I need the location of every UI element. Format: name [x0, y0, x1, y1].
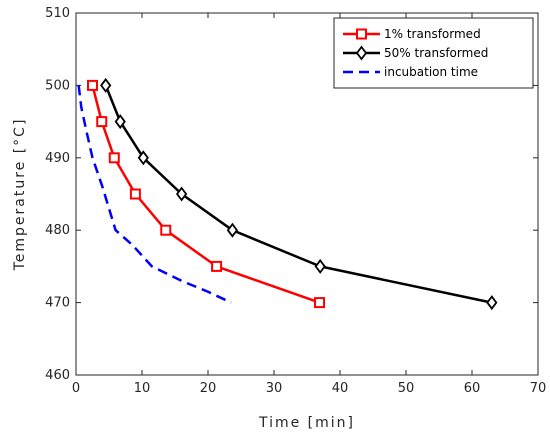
x-tick-label: 60: [464, 381, 481, 396]
legend-marker: [356, 28, 367, 40]
y-axis-label: Temperature [°C]: [12, 118, 28, 272]
data-point: [108, 152, 120, 164]
data-point: [100, 77, 112, 93]
series-line: [77, 85, 232, 304]
y-ticks: 460 470 480 490 500 510: [45, 6, 538, 383]
x-tick-label: 70: [530, 381, 547, 396]
data-point: [314, 297, 326, 309]
data-point: [160, 224, 172, 236]
y-tick-label: 510: [45, 6, 70, 21]
data-point: [137, 150, 149, 166]
series-1: [100, 77, 498, 311]
x-tick-label: 10: [134, 381, 151, 396]
y-tick-label: 460: [45, 368, 70, 383]
y-tick-label: 470: [45, 296, 70, 311]
series-2: [77, 85, 232, 304]
data-point: [314, 258, 326, 274]
data-point: [486, 295, 498, 311]
data-point: [226, 222, 239, 238]
data-point: [114, 114, 126, 130]
x-ticks: 0 10 20 30 40 50 60 70: [72, 13, 546, 396]
series-0: [87, 79, 326, 309]
data-point: [87, 79, 98, 91]
x-axis-label: Time [min]: [258, 415, 355, 431]
x-tick-label: 20: [200, 381, 217, 396]
y-tick-label: 500: [45, 78, 70, 93]
legend-label: 50% transformed: [384, 46, 488, 60]
legend-label: 1% transformed: [384, 27, 481, 41]
series-layer: [77, 77, 498, 311]
y-tick-label: 480: [45, 223, 70, 238]
x-tick-label: 40: [332, 381, 349, 396]
legend-marker: [355, 45, 368, 61]
data-point: [175, 186, 188, 202]
data-point: [96, 116, 108, 128]
data-point: [211, 260, 223, 272]
x-tick-label: 30: [266, 381, 283, 396]
legend-label: incubation time: [384, 65, 478, 79]
legend: 1% transformed 50% transformed incubation …: [333, 17, 534, 89]
x-tick-label: 50: [398, 381, 415, 396]
data-point: [129, 188, 141, 200]
x-tick-label: 0: [72, 381, 80, 396]
y-tick-label: 490: [45, 151, 70, 166]
